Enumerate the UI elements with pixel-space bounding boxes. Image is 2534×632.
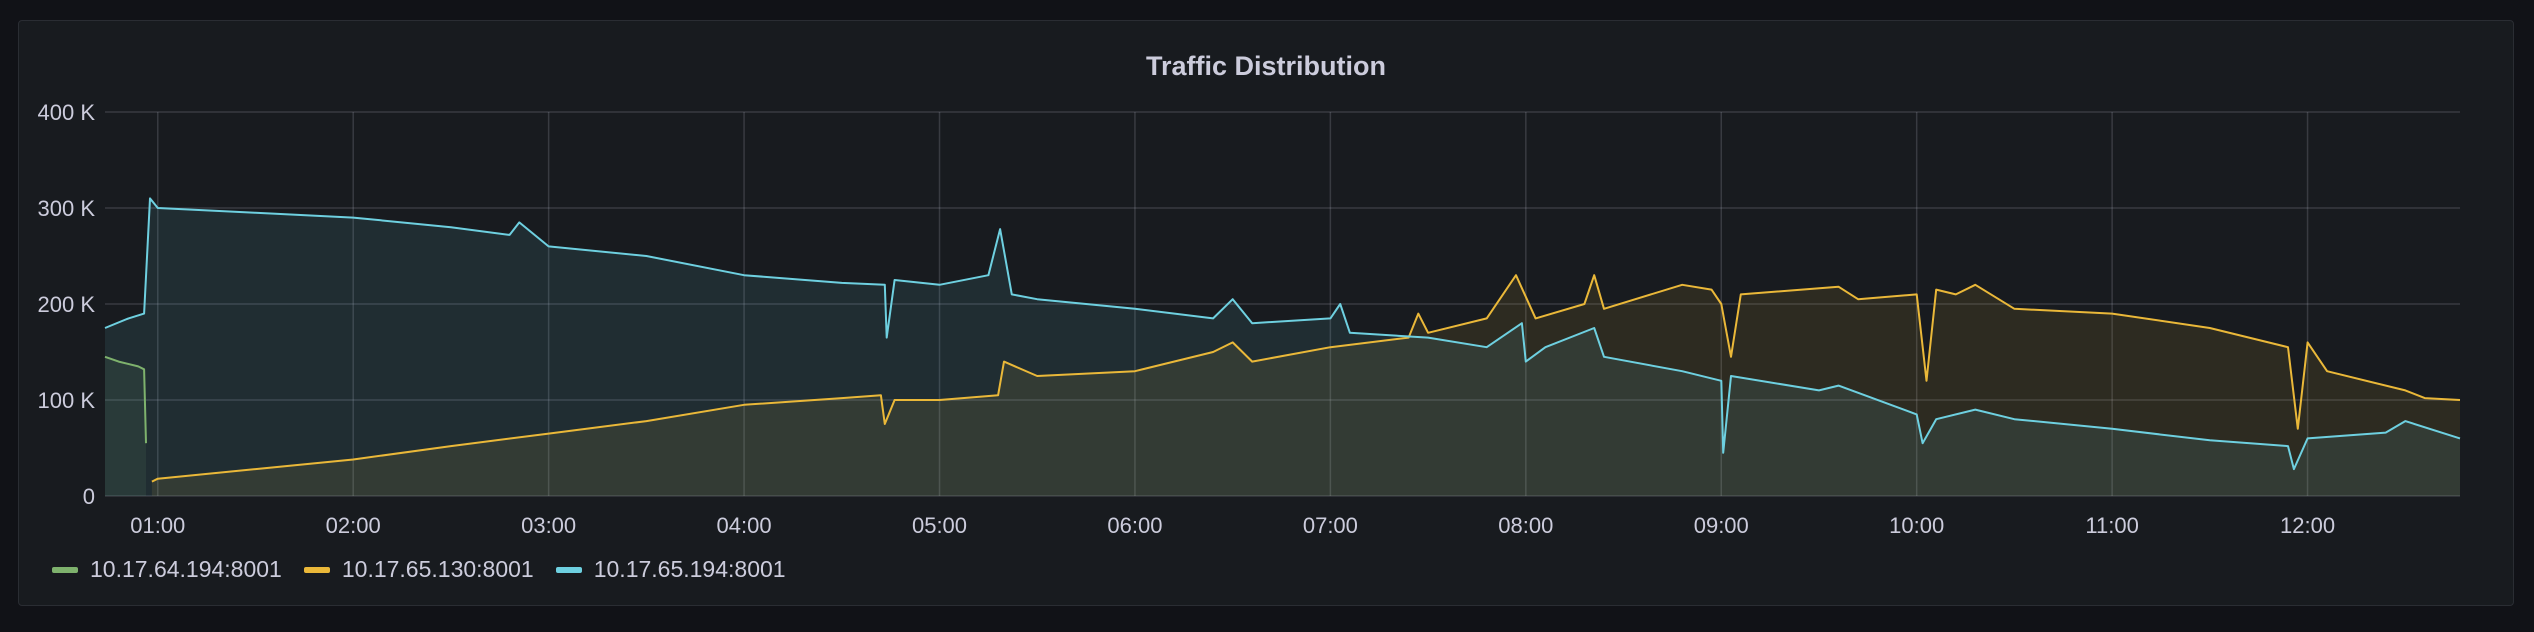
x-tick-label: 08:00	[1498, 513, 1553, 538]
x-tick-label: 09:00	[1694, 513, 1749, 538]
y-tick-label: 300 K	[38, 196, 96, 221]
series-line-0[interactable]	[104, 355, 147, 444]
legend-swatch	[52, 566, 78, 573]
legend-label: 10.17.64.194:8001	[90, 556, 282, 582]
x-tick-label: 10:00	[1889, 513, 1944, 538]
legend-item-1[interactable]: 10.17.65.130:8001	[303, 556, 534, 583]
series-areas	[105, 198, 2461, 496]
legend-label: 10.17.65.194:8001	[593, 556, 786, 582]
x-tick-label: 03:00	[521, 513, 576, 538]
chart-title: Traffic Distribution	[1145, 51, 1386, 81]
y-tick-label: 400 K	[38, 100, 96, 125]
y-tick-label: 0	[83, 484, 95, 509]
legend-swatch	[555, 566, 582, 573]
y-tick-label: 100 K	[38, 388, 96, 413]
series-line-2[interactable]	[104, 197, 2461, 471]
y-tick-label: 200 K	[38, 292, 96, 317]
legend-item-2[interactable]: 10.17.65.194:8001	[555, 556, 786, 583]
x-tick-label: 04:00	[717, 513, 772, 538]
grid-lines	[105, 111, 2460, 497]
legend-swatch	[303, 566, 330, 573]
x-tick-label: 01:00	[130, 513, 185, 538]
y-axis-ticks: 0 100 K 200 K 300 K 400 K	[38, 100, 96, 509]
series-lines	[104, 197, 2461, 483]
series-area-0	[105, 356, 146, 496]
series-area-1	[151, 275, 2461, 496]
x-axis-ticks: 01:00 02:00 03:00 04:00 05:00 06:00 07:00 08:00…	[130, 513, 2335, 538]
x-tick-label: 12:00	[2280, 513, 2335, 538]
series-area-2	[105, 198, 2460, 496]
legend: 10.17.64.194:8001 10.17.65.130:8001 10.17.…	[52, 556, 786, 583]
x-tick-label: 06:00	[1107, 513, 1162, 538]
series-line-1[interactable]	[151, 274, 2461, 483]
legend-label: 10.17.65.130:8001	[341, 556, 534, 582]
x-tick-label: 05:00	[912, 513, 967, 538]
x-tick-label: 11:00	[2085, 513, 2138, 538]
legend-item-0[interactable]: 10.17.64.194:8001	[52, 556, 282, 583]
x-tick-label: 02:00	[326, 513, 381, 538]
x-tick-label: 07:00	[1303, 513, 1358, 538]
